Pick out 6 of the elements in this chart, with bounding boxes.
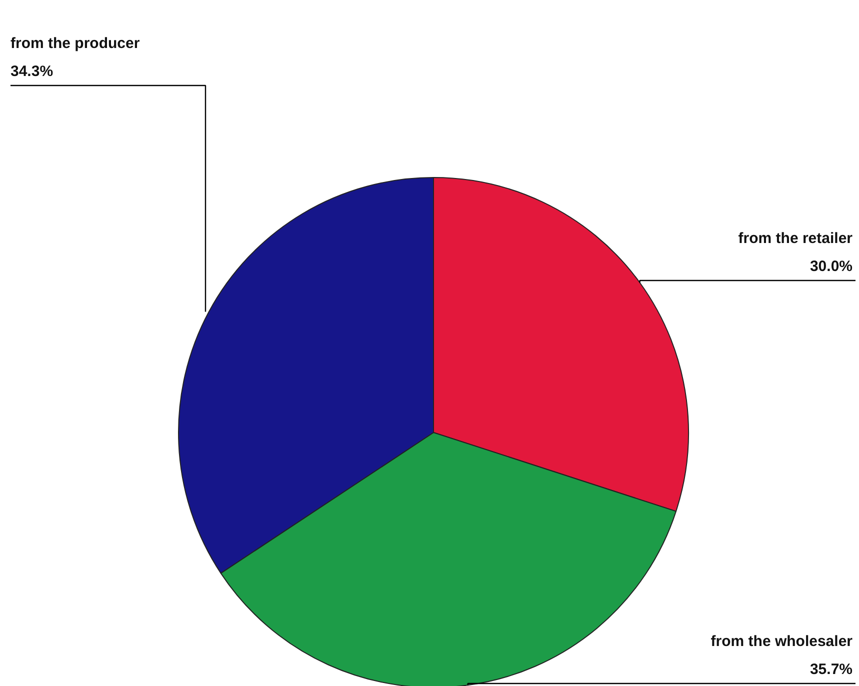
slice-label: from the wholesaler xyxy=(710,633,853,650)
data-label: 30.0% xyxy=(810,258,853,275)
slice-label: from the retailer xyxy=(738,230,853,247)
slice-label: from the producer xyxy=(10,35,140,52)
data-label: 34.3% xyxy=(10,63,54,80)
data-label: 35.7% xyxy=(810,661,853,678)
